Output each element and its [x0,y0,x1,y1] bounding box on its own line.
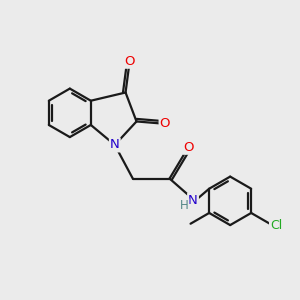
Text: N: N [188,194,198,207]
Text: N: N [110,138,120,152]
Text: Cl: Cl [270,219,282,232]
Text: O: O [124,55,135,68]
Text: O: O [183,141,194,154]
Text: O: O [160,117,170,130]
Text: H: H [180,199,188,212]
